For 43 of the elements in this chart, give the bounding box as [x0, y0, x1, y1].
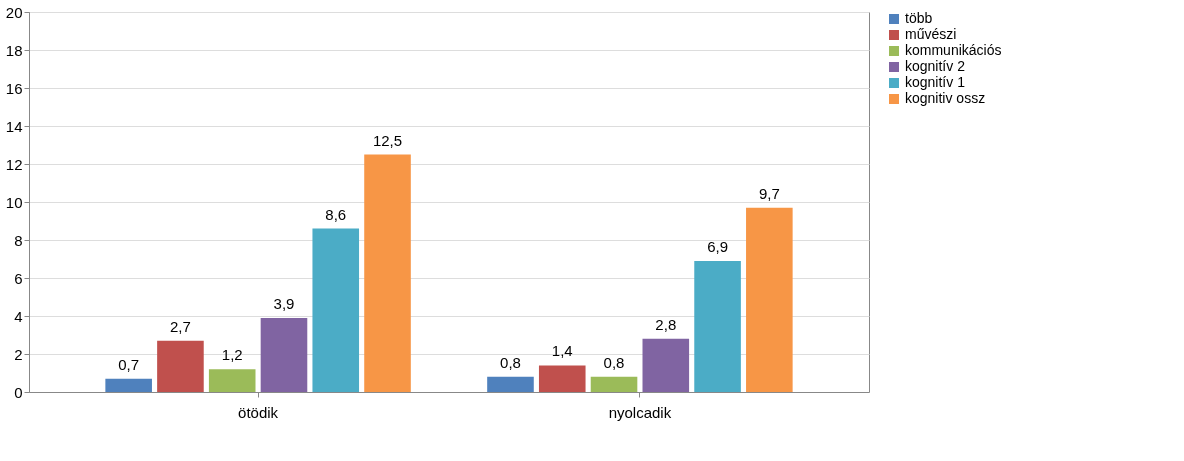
y-tick-label: 16 — [5, 79, 23, 97]
bar — [487, 376, 534, 392]
bar — [105, 378, 152, 392]
bar — [746, 207, 793, 392]
x-tick-label: ötödik — [238, 403, 279, 421]
legend-label: több — [905, 10, 933, 26]
y-tick-label: 8 — [14, 231, 23, 249]
data-label: 0,7 — [118, 355, 140, 373]
data-label: 2,8 — [655, 315, 677, 333]
legend-label: kognitiv ossz — [905, 90, 986, 106]
bar — [260, 317, 308, 392]
y-tick-label: 4 — [14, 307, 23, 325]
y-tick-label: 20 — [5, 3, 23, 21]
data-label: 2,7 — [170, 317, 191, 335]
y-tick-label: 18 — [5, 41, 23, 59]
data-label: 9,7 — [758, 184, 780, 202]
bar — [590, 376, 638, 392]
legend-label: kognitív 1 — [905, 74, 966, 90]
data-label: 1,4 — [551, 342, 573, 360]
legend-label: kommunikációs — [905, 42, 1002, 58]
y-tick-label: 0 — [14, 383, 23, 401]
data-label: 1,2 — [221, 346, 243, 364]
y-tick-label: 6 — [14, 269, 23, 287]
y-tick-label: 2 — [14, 345, 23, 363]
legend-label: művészi — [905, 26, 957, 42]
bar — [312, 228, 360, 392]
bar — [208, 369, 256, 392]
y-tick-label: 14 — [5, 117, 23, 135]
data-label: 6,9 — [707, 237, 728, 255]
y-tick-label: 10 — [5, 193, 23, 211]
data-label: 0,8 — [500, 353, 521, 371]
bar — [157, 340, 204, 392]
bar — [538, 365, 586, 392]
data-label: 12,5 — [372, 131, 403, 149]
data-label: 0,8 — [603, 353, 625, 371]
bar — [694, 260, 741, 392]
data-label: 8,6 — [325, 205, 347, 223]
y-tick-label: 12 — [5, 155, 23, 173]
bar — [642, 338, 690, 392]
legend-label: kognitív 2 — [905, 58, 966, 74]
bar — [364, 154, 411, 392]
data-label: 3,9 — [273, 294, 295, 312]
x-tick-label: nyolcadik — [608, 403, 672, 421]
